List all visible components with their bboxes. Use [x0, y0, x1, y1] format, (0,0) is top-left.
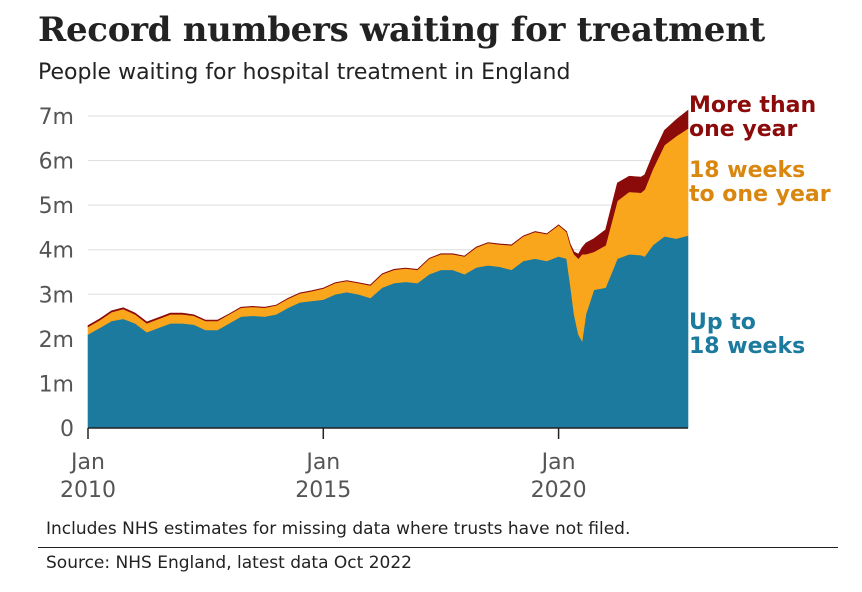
x-tick-label: 2010 — [60, 478, 116, 503]
y-tick-label: 7m — [39, 105, 74, 130]
area-more-than-one-year — [87, 109, 689, 328]
chart-subtitle: People waiting for hospital treatment in… — [38, 60, 571, 85]
series-label: Up to — [689, 310, 756, 335]
series-label: More than — [689, 93, 816, 118]
x-tick-label: Jan — [304, 450, 340, 475]
y-tick-label: 0 — [60, 417, 74, 442]
x-tick-label: 2020 — [531, 478, 587, 503]
axes: 0 1m 2m 3m 4m 5m 6m 7m Jan 2010 Jan 2015 Jan 2020 — [39, 105, 688, 503]
x-tick-label: Jan — [69, 450, 105, 475]
series-label: to one year — [689, 182, 831, 207]
y-tick-label: 1m — [39, 372, 74, 397]
source-note: Source: NHS England, latest data Oct 202… — [46, 553, 412, 573]
footnote: Includes NHS estimates for missing data … — [46, 519, 631, 539]
y-tick-label: 2m — [39, 328, 74, 353]
waiting-list-area-chart: 0 1m 2m 3m 4m 5m 6m 7m Jan 2010 Jan 2015 Jan 2020 Up … — [39, 93, 831, 503]
series-label: 18 weeks — [689, 158, 805, 183]
y-tick-label: 4m — [39, 239, 74, 264]
y-tick-label: 5m — [39, 194, 74, 219]
y-tick-label: 3m — [39, 283, 74, 308]
chart-title: Record numbers waiting for treatment — [38, 10, 765, 50]
x-tick-label: 2015 — [295, 478, 351, 503]
series-label: 18 weeks — [689, 334, 805, 359]
series-label: one year — [689, 117, 797, 142]
footer-divider — [38, 547, 838, 548]
x-tick-label: Jan — [540, 450, 576, 475]
y-tick-label: 6m — [39, 150, 74, 175]
stacked-areas — [87, 109, 689, 429]
